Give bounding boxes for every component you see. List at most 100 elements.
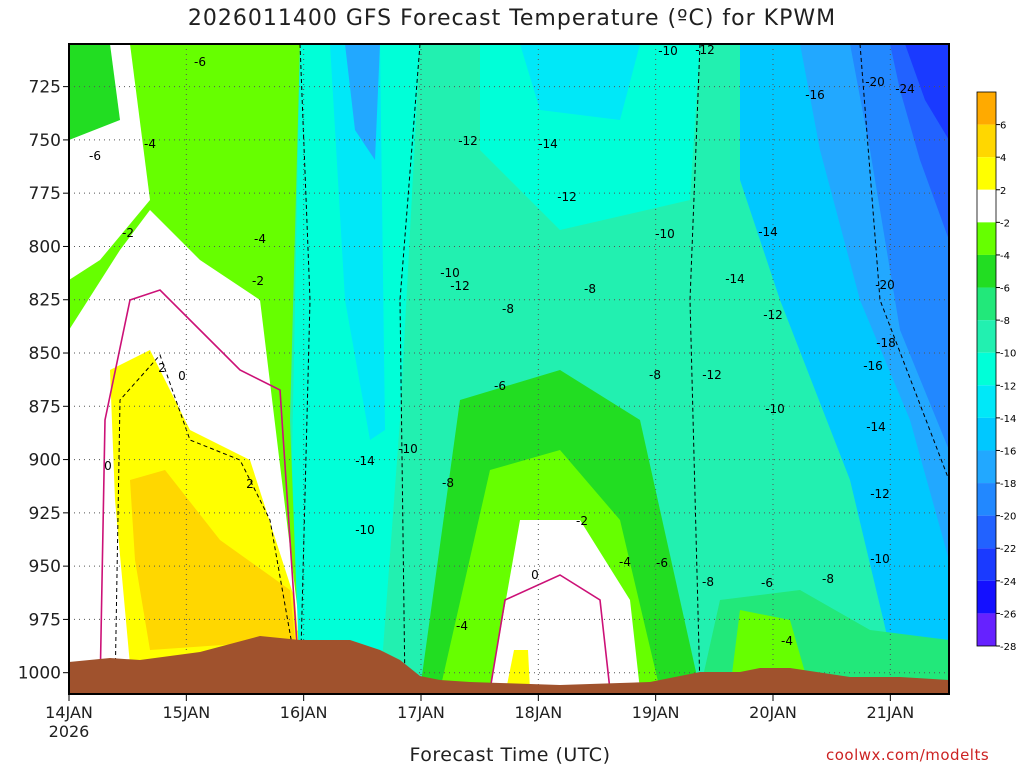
x-tick-label: 16JAN — [280, 703, 328, 722]
colorbar-label: -20 — [1000, 512, 1016, 523]
contour-label: -6 — [194, 55, 206, 69]
colorbar-swatch — [977, 483, 996, 516]
region-white-mid — [490, 520, 640, 690]
colorbar-swatch — [977, 613, 996, 646]
contour-label: -10 — [870, 552, 890, 566]
contour-label: -10 — [655, 227, 675, 241]
y-tick-label: 775 — [29, 184, 61, 204]
colorbar-label: -6 — [1000, 284, 1010, 295]
contour-label: 0 — [104, 459, 112, 473]
colorbar-swatch — [977, 580, 996, 614]
temperature-field — [69, 44, 949, 694]
contour-label: -4 — [619, 555, 631, 569]
colorbar-label: 2 — [1000, 186, 1006, 197]
x-tick-year-label: 2026 — [49, 722, 90, 741]
contour-label: -8 — [702, 575, 714, 589]
x-axis: 14JAN 15JAN 16JAN 17JAN 18JAN 19JAN 20JAN 21JAN… — [45, 694, 914, 741]
credit-link[interactable]: coolwx.com/modelts — [826, 746, 990, 764]
contour-label: -8 — [442, 476, 454, 490]
contour-zero-mid — [489, 574, 611, 691]
y-tick-label: 875 — [29, 397, 61, 417]
contour-label: -10 — [440, 266, 460, 280]
contour-label: -8 — [584, 282, 596, 296]
colorbar-label: 4 — [1000, 153, 1006, 164]
contour-label: -4 — [144, 137, 156, 151]
x-tick-label: 18JAN — [514, 703, 562, 722]
contour-label: -14 — [538, 137, 558, 151]
colorbar-swatch — [977, 287, 996, 321]
region-minus18 — [345, 44, 380, 160]
colorbar-swatch — [977, 189, 996, 223]
contour-label: -6 — [656, 556, 668, 570]
colorbar-swatch — [977, 157, 996, 190]
contour-label: -20 — [875, 278, 895, 292]
y-tick-label: 750 — [29, 131, 61, 151]
colorbar-swatch — [977, 352, 996, 386]
contour-label: -16 — [805, 88, 825, 102]
contour-label: -4 — [781, 634, 793, 648]
contour-label: -6 — [89, 149, 101, 163]
contour-zero-early — [99, 289, 301, 691]
contour-label: -2 — [576, 514, 588, 528]
contour-label: -18 — [876, 336, 896, 350]
colorbar-label: -8 — [1000, 316, 1010, 327]
terrain-surface — [69, 636, 949, 694]
y-tick-label: 725 — [29, 78, 61, 98]
contour-label: -10 — [658, 44, 678, 58]
contour-label: -12 — [557, 190, 577, 204]
colorbar-label: -24 — [1000, 577, 1016, 588]
colorbar-swatch — [977, 124, 996, 158]
colorbar-label: -16 — [1000, 446, 1016, 457]
contour-label: -10 — [398, 442, 418, 456]
colorbar-swatch — [977, 385, 996, 418]
contour-label: -4 — [456, 619, 468, 633]
region-orange — [130, 470, 295, 650]
contour-label: -6 — [494, 379, 506, 393]
y-tick-label: 850 — [29, 344, 61, 364]
plot-frame — [68, 43, 950, 695]
y-tick-label: 825 — [29, 291, 61, 311]
contour-label: -10 — [765, 402, 785, 416]
contour-label: -12 — [450, 279, 470, 293]
contour-label: 2 — [246, 477, 254, 491]
colorbar: 6 4 2 -2 -4 -6 -8 -10 -12 -14 -16 -18 -20 -22 -24 -26 -2… — [976, 91, 1016, 653]
contour-label: -16 — [863, 359, 883, 373]
contour-label: -12 — [695, 43, 715, 57]
region-minus6 — [69, 44, 120, 140]
contour-label: -12 — [763, 308, 783, 322]
x-tick-label: 14JAN — [45, 703, 93, 722]
x-tick-label: 17JAN — [397, 703, 445, 722]
contour-label: -20 — [865, 75, 885, 89]
colorbar-label: -26 — [1000, 609, 1016, 620]
colorbar-swatch — [977, 254, 996, 288]
contour-label: -14 — [725, 272, 745, 286]
colorbar-swatch — [977, 548, 996, 581]
y-tick-label: 1000 — [18, 664, 61, 684]
x-tick-label: 20JAN — [749, 703, 797, 722]
contour-label: -24 — [895, 82, 915, 96]
y-tick-label: 800 — [29, 237, 61, 257]
y-tick-label: 950 — [29, 557, 61, 577]
colorbar-swatch — [977, 320, 996, 353]
chart-title: 2026011400 GFS Forecast Temperature (ºC)… — [187, 6, 837, 31]
contour-label: -14 — [866, 420, 886, 434]
x-axis-title: Forecast Time (UTC) — [409, 744, 611, 766]
colorbar-swatch — [977, 222, 996, 255]
x-tick-label: 15JAN — [162, 703, 210, 722]
x-tick-label: 21JAN — [866, 703, 914, 722]
contour-label: -8 — [649, 368, 661, 382]
colorbar-label: -12 — [1000, 381, 1016, 392]
contour-minus10-b — [689, 43, 701, 691]
contour-label: 2 — [158, 361, 166, 375]
y-axis: 725 750 775 800 825 850 875 900 925 950 975 1000 — [18, 78, 69, 684]
contour-label: -12 — [870, 487, 890, 501]
x-tick-label: 19JAN — [632, 703, 680, 722]
contour-label: 0 — [531, 568, 539, 582]
contour-label: -12 — [458, 134, 478, 148]
colorbar-swatch — [977, 515, 996, 549]
region-upper-minus14 — [520, 44, 640, 120]
contour-label: 0 — [178, 369, 186, 383]
colorbar-frame — [976, 91, 997, 647]
